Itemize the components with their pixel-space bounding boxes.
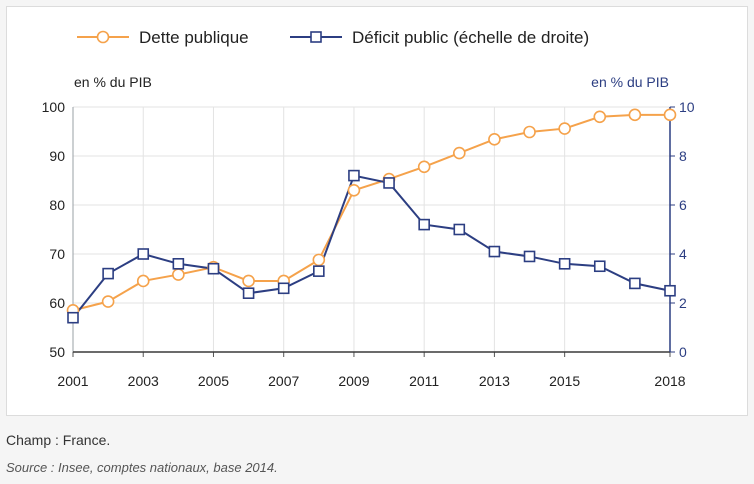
deficit-public-point [242, 287, 255, 300]
deficit-public-point [137, 248, 150, 260]
deficit-public-point [207, 262, 220, 275]
legend-marker [310, 31, 322, 43]
deficit-public-point [102, 267, 114, 280]
x-tick-label: 2011 [409, 373, 439, 389]
x-tick-label: 2005 [198, 373, 229, 389]
x-tick-label: 2015 [549, 373, 580, 389]
dette-publique-point [101, 295, 115, 308]
right-tick-label: 0 [679, 344, 687, 360]
legend: Dette publique Déficit public (échelle de… [77, 28, 589, 47]
deficit-public-point [277, 282, 290, 295]
dette-publique-point [452, 146, 466, 160]
deficit-public-point [313, 265, 325, 277]
deficit-public-point [523, 250, 536, 263]
x-tick-label: 2003 [128, 373, 159, 389]
x-tick-label: 2018 [654, 373, 685, 389]
dette-publique-point [593, 110, 607, 124]
dette-publique-point [417, 160, 431, 174]
dette-publique-point [347, 184, 361, 197]
deficit-public-point [453, 223, 466, 236]
legend-label: Dette publique [139, 28, 249, 47]
deficit-public-point [348, 169, 360, 182]
deficit-public-point [593, 260, 606, 273]
left-axis-unit: en % du PIB [74, 74, 152, 90]
left-tick-label: 50 [49, 344, 65, 360]
legend-label: Déficit public (échelle de droite) [352, 28, 589, 47]
left-tick-label: 100 [42, 99, 66, 115]
left-tick-label: 70 [49, 246, 65, 262]
deficit-public-point [558, 257, 571, 270]
champ-note: Champ : France. [6, 432, 111, 448]
left-tick-label: 60 [49, 295, 65, 311]
dette-publique-point [312, 253, 326, 267]
left-tick-label: 80 [49, 197, 65, 213]
x-tick-label: 2007 [268, 373, 299, 389]
dette-publique-point [628, 108, 642, 122]
deficit-public-point [418, 218, 430, 231]
dette-publique-point [663, 108, 677, 122]
deficit-public-point [172, 257, 185, 270]
grid [73, 106, 670, 352]
source-note: Source : Insee, comptes nationaux, base … [6, 460, 278, 475]
dette-publique-point [523, 125, 536, 139]
ticks: 50 60 70 80 90 100 0 2 4 6 8 10 2001 2003 2005 2007 2009… [42, 99, 695, 389]
dette-publique-point [136, 274, 150, 288]
x-tick-label: 2001 [57, 373, 88, 389]
dette-publique-point [242, 274, 255, 288]
dette-publique-point [488, 133, 501, 146]
deficit-public-point [67, 311, 79, 324]
x-tick-label: 2009 [338, 373, 369, 389]
dette-publique-point [558, 122, 571, 135]
right-tick-label: 2 [679, 295, 687, 311]
right-axis-unit: en % du PIB [591, 74, 669, 90]
dette-publique-point [172, 268, 185, 281]
right-tick-label: 4 [679, 246, 687, 262]
chart-frame [6, 6, 748, 416]
deficit-public-point [383, 177, 395, 189]
series-lines [72, 113, 671, 319]
deficit-public-point [629, 277, 641, 290]
deficit-public-point [488, 245, 501, 258]
left-tick-label: 90 [49, 148, 65, 164]
right-tick-label: 8 [679, 148, 687, 164]
deficit-public-point [664, 284, 676, 297]
axes [72, 106, 675, 357]
right-tick-label: 6 [679, 197, 687, 213]
right-tick-label: 10 [679, 99, 695, 115]
legend-marker [96, 30, 110, 44]
deficit-public-line [72, 174, 671, 319]
dette-publique-line [72, 113, 670, 312]
series-markers [66, 108, 677, 324]
x-tick-label: 2013 [479, 373, 510, 389]
